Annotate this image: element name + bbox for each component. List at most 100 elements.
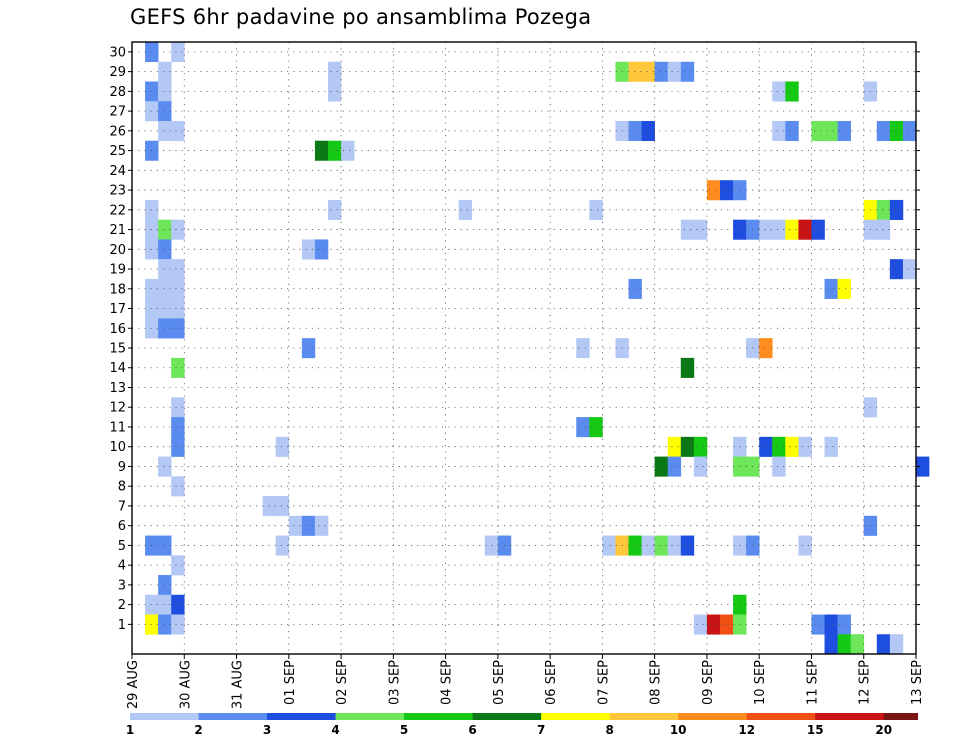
x-tick-label: 05 SEP (492, 660, 507, 705)
heatmap-cell (589, 417, 603, 438)
heatmap-cell (889, 120, 904, 142)
colorbar-swatch (746, 713, 816, 720)
heatmap-cell (889, 259, 904, 280)
heatmap-cell (876, 199, 891, 220)
y-tick-label: 14 (109, 361, 126, 376)
heatmap-cell (798, 219, 812, 240)
heatmap-cell (171, 397, 185, 418)
heatmap-cell (876, 634, 891, 655)
y-tick-label: 11 (109, 420, 126, 435)
heatmap-cell (720, 614, 734, 635)
heatmap-cell (798, 535, 812, 556)
heatmap-cell (328, 199, 342, 220)
heatmap-cell (576, 417, 590, 438)
heatmap-cell (171, 476, 185, 497)
heatmap-cell (641, 61, 655, 82)
colorbar-swatch (815, 713, 885, 720)
colorbar-label: 3 (263, 723, 271, 737)
y-tick-label: 5 (118, 539, 126, 554)
heatmap-cell (158, 298, 172, 319)
heatmap-cell (772, 219, 786, 240)
x-tick-label: 07 SEP (596, 660, 611, 705)
heatmap-cell (680, 535, 695, 556)
y-tick-label: 29 (109, 65, 126, 80)
heatmap-cell (759, 338, 773, 359)
y-tick-label: 22 (109, 203, 126, 218)
heatmap-cell (328, 81, 342, 102)
x-tick-label: 06 SEP (544, 660, 559, 705)
colorbar-label: 2 (194, 723, 202, 737)
x-tick-label: 29 AUG (126, 660, 141, 709)
y-tick-label: 25 (109, 144, 126, 159)
colorbar-label: 20 (875, 723, 892, 737)
heatmap-cell (772, 456, 786, 477)
heatmap-cell (171, 219, 185, 240)
colorbar-swatch (404, 713, 473, 720)
heatmap-cell (654, 535, 669, 556)
x-tick-label: 08 SEP (649, 660, 664, 705)
y-tick-label: 26 (109, 124, 126, 139)
y-tick-label: 10 (109, 440, 126, 455)
colorbar-label: 10 (670, 723, 687, 737)
colorbar-swatch (267, 713, 336, 720)
x-tick-label: 12 SEP (858, 660, 873, 705)
colorbar-swatch (678, 713, 747, 720)
y-tick-label: 21 (109, 223, 126, 238)
y-tick-label: 20 (109, 243, 126, 258)
heatmap-cell (667, 61, 682, 82)
heatmap-cell (824, 278, 838, 299)
heatmap-cell (288, 515, 303, 536)
heatmap-cell (811, 219, 825, 240)
heatmap-cell (158, 575, 172, 596)
x-tick-label: 03 SEP (387, 660, 402, 705)
heatmap-cell (301, 338, 316, 359)
heatmap-cell (158, 535, 172, 556)
heatmap-cell (772, 120, 786, 142)
heatmap-cell (576, 338, 590, 359)
heatmap-cell (158, 120, 172, 142)
heatmap-cell (158, 456, 172, 477)
colorbar-label: 5 (400, 723, 408, 737)
heatmap-cell (876, 219, 891, 240)
heatmap-cell (889, 634, 904, 655)
heatmap-cell (314, 140, 329, 161)
heatmap-cell (667, 436, 682, 457)
heatmap-cell (785, 120, 799, 142)
y-tick-label: 16 (109, 322, 126, 337)
y-tick-label: 2 (118, 598, 126, 613)
y-tick-label: 8 (118, 480, 126, 495)
heatmap-cell (902, 120, 917, 142)
heatmap-cell (837, 278, 851, 299)
colorbar-swatch (609, 713, 679, 720)
x-tick-label: 04 SEP (440, 660, 455, 705)
y-tick-label: 28 (109, 85, 126, 100)
x-tick-label: 31 AUG (231, 660, 246, 709)
heatmap-cell (158, 101, 172, 122)
heatmap-cell (680, 436, 695, 457)
heatmap-cell (850, 634, 865, 655)
heatmap-cell (275, 436, 290, 457)
heatmap-cell (720, 180, 734, 201)
heatmap-cell (667, 535, 682, 556)
heatmap-cell (785, 81, 799, 102)
heatmap-cell (158, 81, 172, 102)
heatmap-cell (889, 199, 904, 220)
x-tick-label: 02 SEP (335, 660, 350, 705)
heatmap-cell (654, 61, 669, 82)
heatmap-cell (693, 219, 708, 240)
y-tick-label: 30 (109, 45, 126, 60)
heatmap-cell (275, 496, 290, 517)
colorbar-swatch (130, 713, 199, 720)
y-tick-label: 27 (109, 105, 126, 120)
x-tick-label: 30 AUG (178, 660, 193, 709)
heatmap-cell (328, 61, 342, 82)
heatmap-cell (171, 614, 185, 635)
heatmap-cell (314, 515, 329, 536)
heatmap-cell (785, 219, 799, 240)
heatmap-cell (837, 614, 851, 635)
y-tick-label: 13 (109, 381, 126, 396)
colorbar-swatch (472, 713, 542, 720)
colorbar-label: 1 (126, 723, 134, 737)
y-tick-label: 7 (118, 499, 126, 514)
